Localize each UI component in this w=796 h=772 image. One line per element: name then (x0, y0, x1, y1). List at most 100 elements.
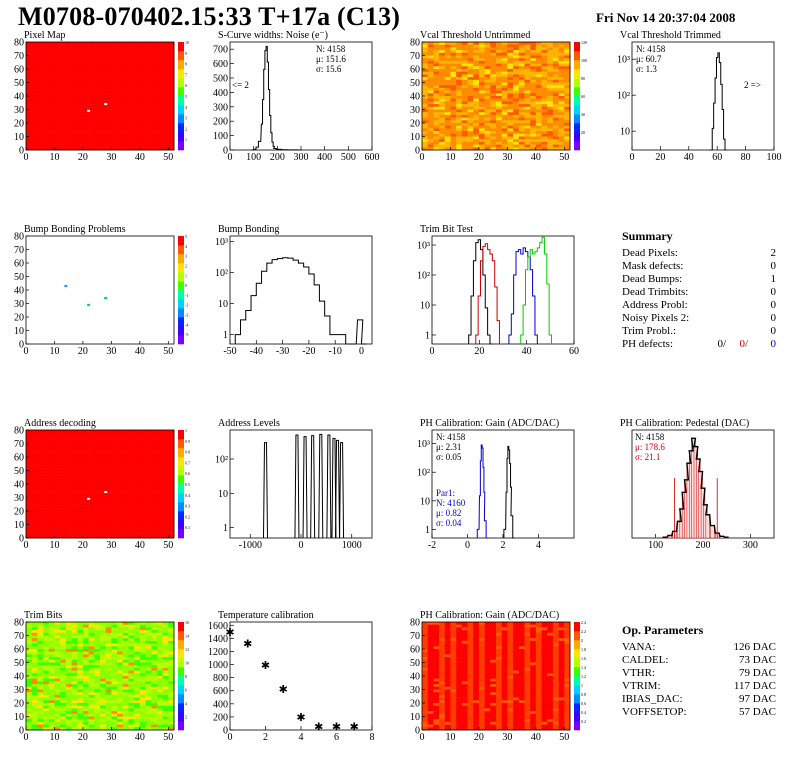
heatmap-cell (139, 443, 146, 447)
heatmap-cell (467, 66, 474, 70)
heatmap-cell (26, 484, 32, 487)
heatmap-cell (168, 492, 175, 496)
heatmap-cell (156, 77, 163, 81)
heatmap-cell (552, 55, 559, 59)
heatmap-cell (77, 101, 84, 105)
heatmap-cell (151, 446, 158, 450)
heatmap-cell (26, 432, 32, 436)
colorbar-segment (178, 502, 184, 512)
heatmap-cell (117, 659, 124, 663)
heatmap-cell (518, 96, 525, 99)
heatmap-cell (128, 465, 135, 469)
heatmap-cell (105, 681, 112, 685)
heatmap-cell (77, 492, 84, 496)
heatmap-cell (128, 632, 135, 636)
heatmap-cell (31, 451, 38, 455)
heatmap-cell (26, 42, 32, 45)
heatmap-cell (100, 470, 106, 474)
heatmap-cell (128, 692, 135, 696)
heatmap-cell (54, 481, 61, 485)
heatmap-cell (71, 657, 78, 661)
heatmap-cell (117, 662, 124, 666)
heatmap-cell (111, 139, 118, 143)
heatmap-cell (94, 443, 101, 447)
heatmap-cell (88, 489, 95, 493)
heatmap-cell (518, 649, 525, 652)
heatmap-cell (168, 700, 175, 704)
heatmap-cell (478, 635, 485, 639)
heatmap-cell (168, 112, 175, 116)
heatmap-cell (145, 459, 152, 463)
heatmap-cell (94, 144, 101, 148)
heatmap-cell (530, 117, 537, 121)
heatmap-cell (94, 96, 101, 99)
heatmap-cell (162, 535, 169, 539)
heatmap-cell (65, 147, 72, 151)
heatmap-cell (456, 66, 463, 70)
heatmap-cell (128, 58, 135, 62)
heatmap-cell (65, 719, 72, 723)
heatmap-cell (122, 724, 129, 728)
heatmap-cell (128, 82, 135, 86)
heatmap-cell (71, 640, 78, 644)
heatmap-cell (94, 448, 101, 452)
heatmap-cell (43, 109, 50, 113)
heatmap-cell (94, 457, 101, 460)
heatmap-cell (77, 519, 84, 523)
heatmap-cell (444, 128, 451, 132)
y-tick-label: 0 (223, 146, 228, 157)
heatmap-cell (43, 692, 50, 696)
heatmap-cell (433, 55, 440, 59)
heatmap-cell (456, 47, 463, 51)
heatmap-cell (467, 640, 474, 644)
heatmap-cell (88, 505, 95, 509)
heatmap-cell (467, 58, 474, 62)
heatmap-cell (547, 125, 554, 129)
heatmap-cell (105, 697, 112, 701)
heatmap-cell (105, 684, 112, 688)
heatmap-cell (65, 109, 72, 113)
heatmap-cell (37, 467, 44, 471)
heatmap-cell (156, 724, 163, 728)
heatmap-cell (128, 643, 135, 647)
heatmap-cell (530, 120, 537, 124)
x-tick-label: 40 (135, 732, 145, 743)
heatmap-cell (478, 106, 485, 110)
heatmap-cell (94, 133, 101, 137)
y-tick-label: 200 (213, 117, 228, 128)
y-tick-label: 10 (14, 132, 24, 143)
plot-frame (229, 235, 373, 345)
heatmap-cell (26, 676, 32, 679)
heatmap-cell (43, 44, 50, 48)
heatmap-cell (54, 435, 61, 439)
heatmap-cell (31, 131, 38, 135)
heatmap-cell (105, 77, 112, 81)
heatmap-cell (461, 90, 468, 94)
heatmap-cell (31, 686, 38, 690)
heatmap-cell (65, 708, 72, 712)
heatmap-cell (37, 689, 44, 693)
heatmap-cell (134, 74, 141, 78)
heatmap-cell (122, 643, 129, 647)
heatmap-cell (105, 689, 112, 693)
heatmap-cell (71, 676, 78, 679)
heatmap-cell (128, 457, 135, 460)
heatmap-cell (145, 50, 152, 54)
heatmap-cell (439, 630, 446, 634)
heatmap-cell (145, 527, 152, 531)
heatmap-cell (541, 120, 548, 124)
heatmap-cell (490, 624, 497, 628)
heatmap-cell (134, 475, 141, 479)
heatmap-cell (128, 505, 135, 509)
heatmap-cell (490, 133, 497, 137)
heatmap-cell (54, 71, 61, 75)
heatmap-cell (100, 457, 106, 460)
heatmap-cell (60, 662, 67, 666)
heatmap-cell (105, 136, 112, 140)
heatmap-cell (48, 694, 55, 698)
heatmap-cell (43, 52, 50, 56)
heatmap-cell (82, 694, 89, 698)
colorbar-label: 10 (185, 661, 189, 666)
heatmap-cell (156, 489, 163, 493)
heatmap-cell (31, 438, 38, 442)
